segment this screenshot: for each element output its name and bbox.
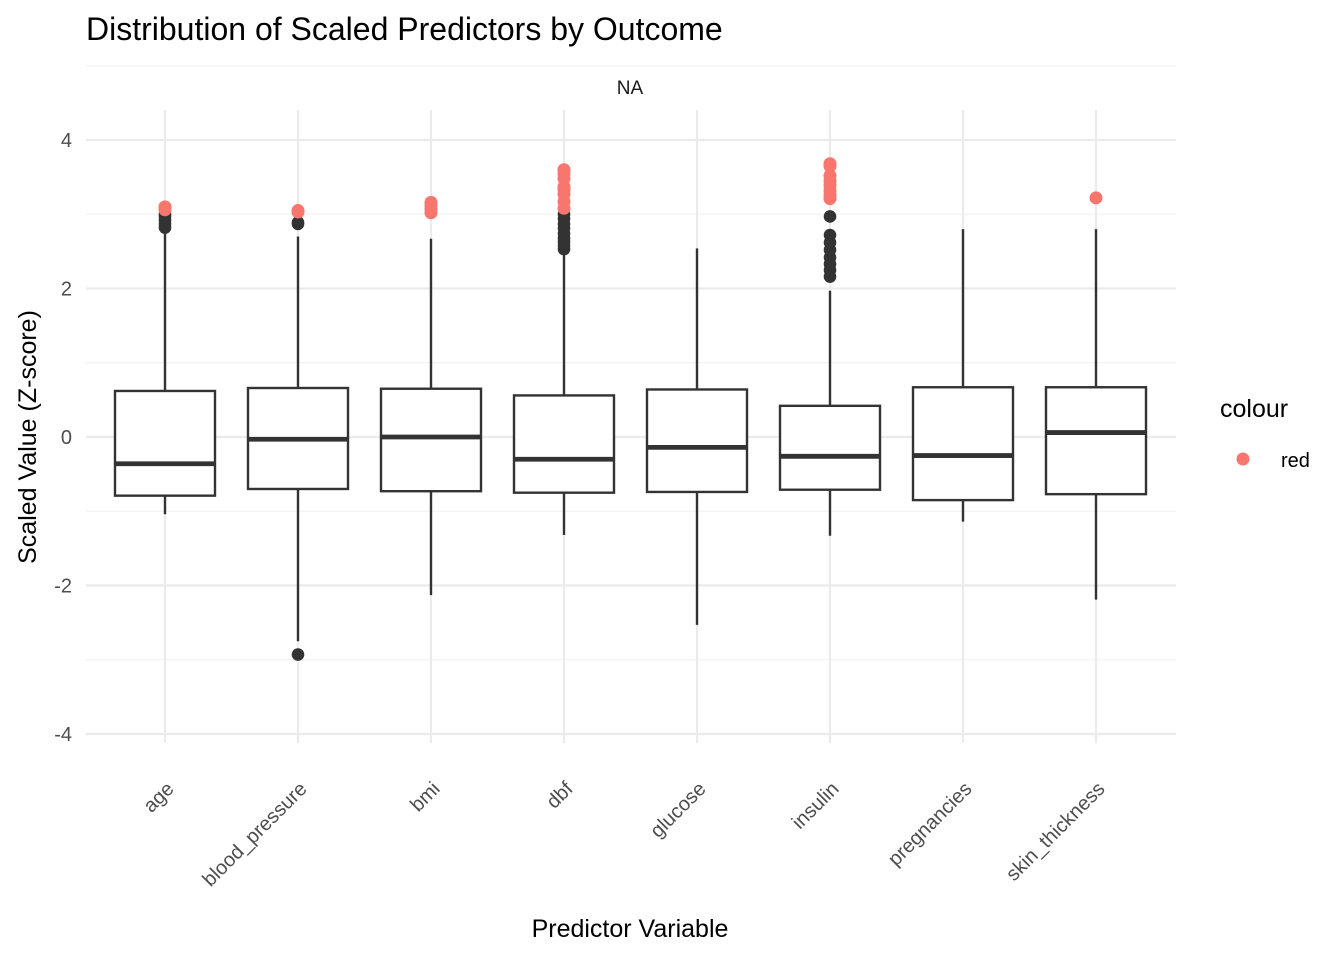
boxplot-age	[113, 200, 217, 515]
x-tick-label: bmi	[406, 778, 444, 816]
iqr-box	[911, 386, 1015, 502]
boxplot-insulin	[778, 157, 882, 536]
highlight-point	[1089, 191, 1103, 205]
outlier-point	[291, 216, 305, 229]
x-tick-label: blood_pressure	[198, 778, 311, 891]
iqr-box	[379, 387, 483, 493]
legend-key-red	[1236, 452, 1250, 466]
highlight-point	[424, 195, 438, 209]
iqr-box	[778, 404, 882, 491]
y-tick-label: 4	[61, 130, 72, 152]
iqr-box	[645, 388, 749, 494]
legend-title: colour	[1220, 395, 1288, 423]
highlight-point	[557, 163, 571, 177]
x-tick-label: skin_thickness	[1002, 778, 1110, 886]
y-tick-label: -4	[54, 724, 72, 746]
boxplots	[113, 157, 1148, 661]
chart-title: Distribution of Scaled Predictors by Out…	[86, 11, 723, 47]
highlight-point	[291, 204, 305, 218]
highlight-point	[823, 169, 837, 183]
y-axis-title: Scaled Value (Z-score)	[14, 310, 42, 564]
boxplot-pregnancies	[911, 229, 1015, 522]
x-tick-label: pregnancies	[884, 778, 977, 871]
x-tick-label: insulin	[788, 778, 844, 834]
boxplot-glucose	[645, 248, 749, 625]
iqr-box	[1044, 386, 1148, 496]
boxplot-blood_pressure	[246, 204, 350, 661]
x-tick-label: glucose	[646, 778, 710, 842]
legend: colour red	[1220, 395, 1310, 472]
highlight-point	[823, 157, 837, 171]
y-axis-ticks: -4 -2 0 2 4	[54, 130, 72, 746]
iqr-box	[113, 389, 217, 497]
x-axis-ticks: age blood_pressure bmi dbf glucose insulin pre…	[139, 778, 1109, 891]
iqr-box	[512, 394, 616, 494]
outlier-point	[823, 210, 837, 223]
y-tick-label: 0	[61, 427, 72, 449]
x-axis-title: Predictor Variable	[532, 915, 729, 943]
x-tick-label: dbf	[542, 778, 578, 814]
boxplot-skin_thickness	[1044, 191, 1148, 600]
legend-label-red: red	[1281, 450, 1310, 472]
highlight-point	[158, 200, 172, 214]
y-tick-label: -2	[54, 576, 72, 598]
boxplot-dbf	[512, 163, 616, 536]
boxplot-bmi	[379, 195, 483, 596]
y-tick-label: 2	[61, 279, 72, 301]
facet-strip-label: NA	[617, 78, 644, 99]
x-tick-label: age	[139, 778, 178, 817]
outlier-point	[291, 648, 305, 661]
outlier-point	[823, 228, 837, 242]
